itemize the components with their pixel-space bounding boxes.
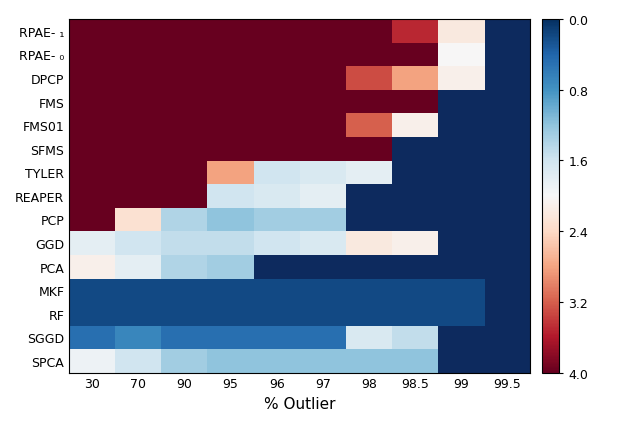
- X-axis label: % Outlier: % Outlier: [264, 396, 335, 411]
